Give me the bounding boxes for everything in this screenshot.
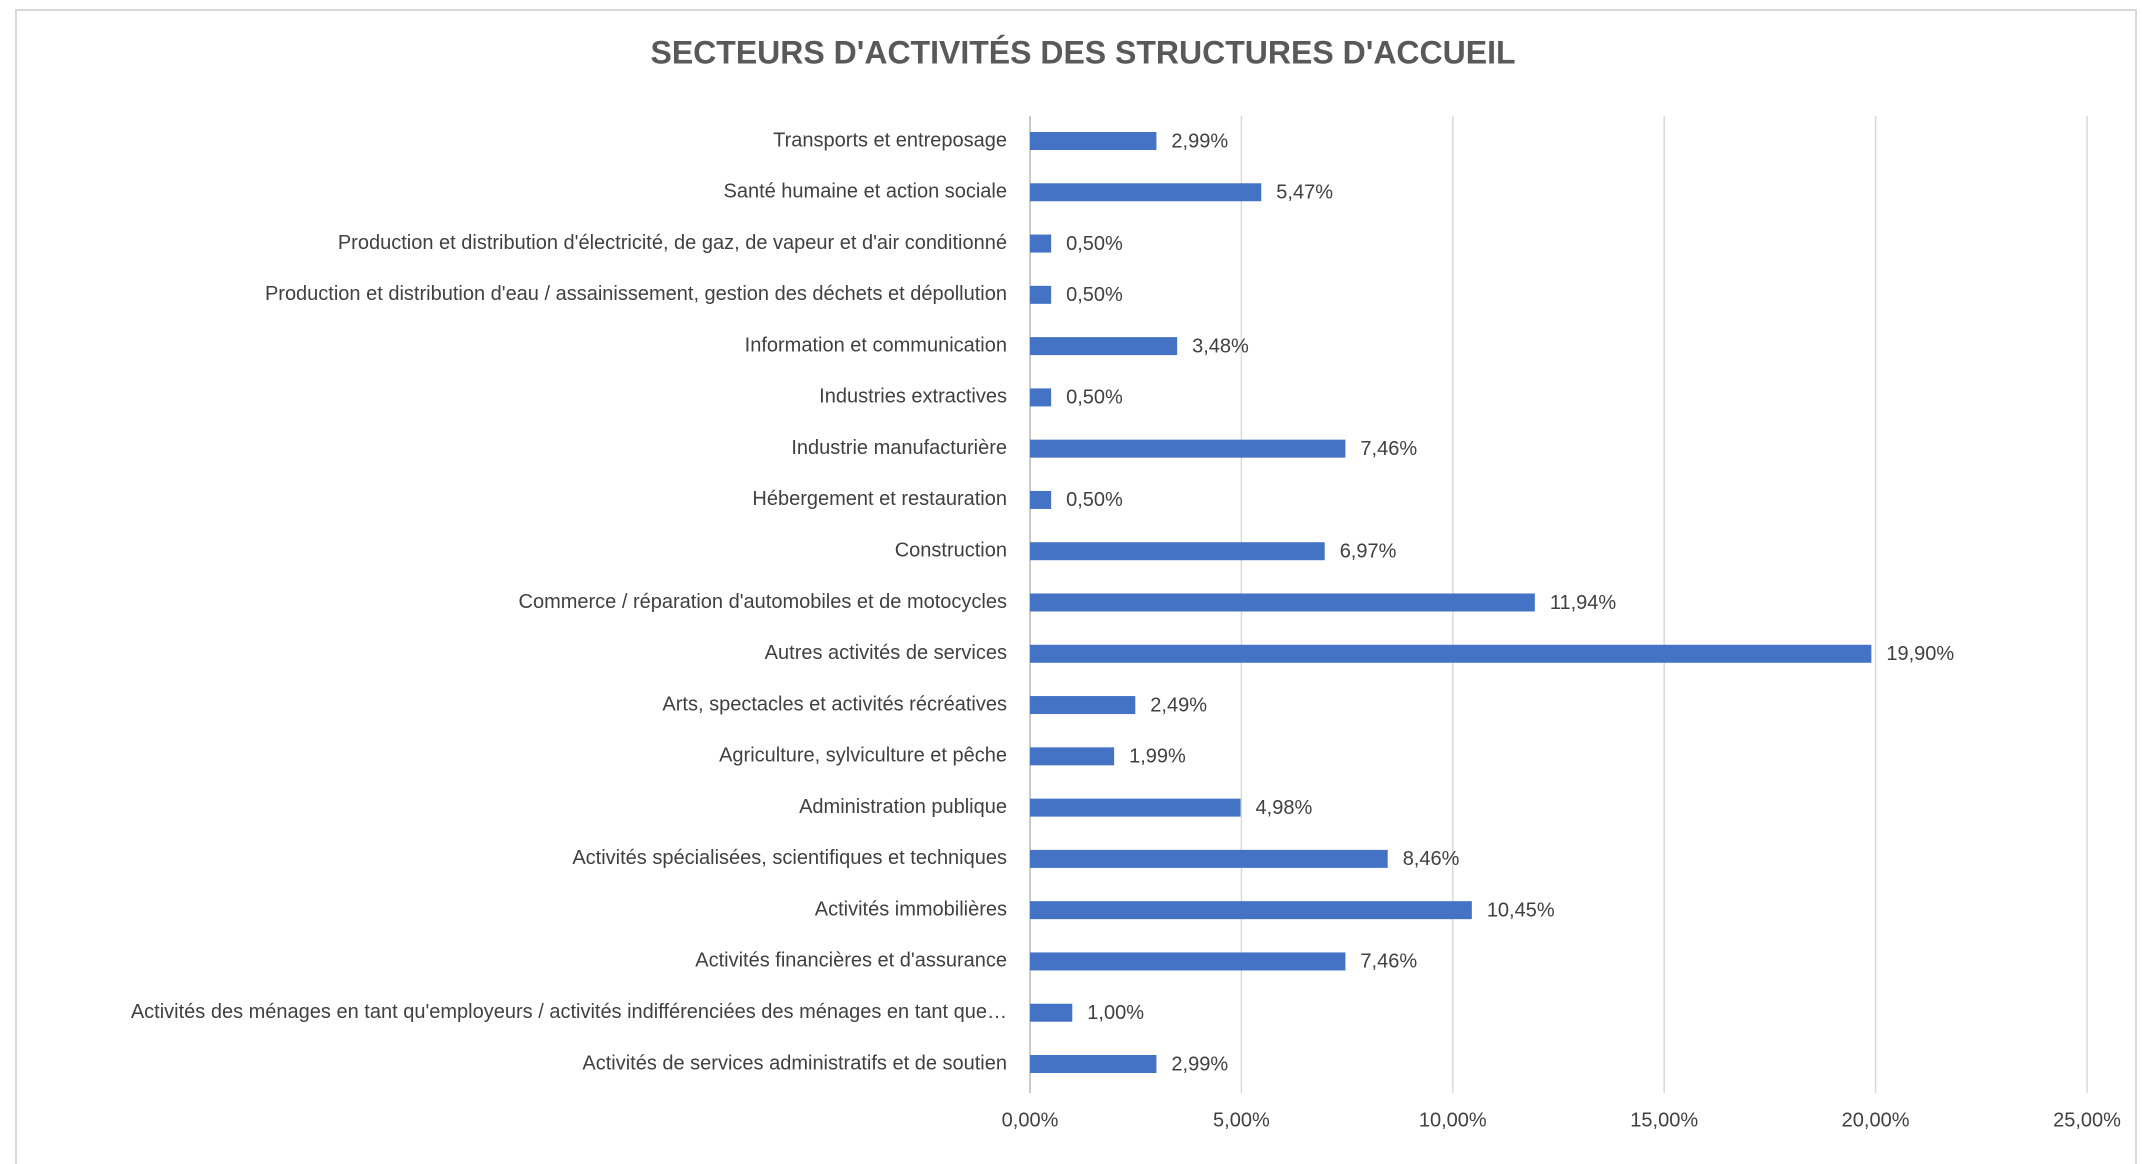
value-label: 2,99% [1171, 1053, 1228, 1075]
y-tick-label: Activités des ménages en tant qu'employe… [131, 1001, 1007, 1023]
value-label: 11,94% [1550, 592, 1617, 614]
y-tick-label: Industries extractives [819, 386, 1007, 408]
bar [1030, 439, 1346, 458]
value-label: 4,98% [1256, 797, 1313, 819]
value-label: 7,46% [1360, 951, 1417, 973]
bar [1030, 1055, 1157, 1073]
y-tick-label: Production et distribution d'électricité… [338, 232, 1007, 254]
bar [1030, 798, 1241, 817]
value-label: 3,48% [1192, 335, 1249, 357]
y-tick-label: Industrie manufacturière [791, 437, 1007, 459]
x-tick-label: 15,00% [1630, 1109, 1698, 1131]
y-tick-label: Activités immobilières [815, 898, 1007, 920]
bar [1030, 593, 1535, 612]
bar [1030, 747, 1115, 766]
bar [1030, 1003, 1073, 1022]
y-tick-label: Agriculture, sylviculture et pêche [719, 745, 1007, 767]
bar [1030, 952, 1346, 971]
bar [1030, 849, 1388, 868]
chart-title: SECTEURS D'ACTIVITÉS DES STRUCTURES D'AC… [650, 34, 1515, 70]
bar [1030, 285, 1052, 304]
value-label: 0,50% [1066, 284, 1123, 306]
value-label: 1,00% [1087, 1002, 1144, 1024]
y-tick-label: Autres activités de services [765, 642, 1007, 664]
value-label: 5,47% [1276, 182, 1333, 204]
y-tick-label: Activités financières et d'assurance [695, 950, 1007, 972]
bar [1030, 490, 1052, 509]
value-label: 2,49% [1150, 694, 1207, 716]
bar [1030, 388, 1052, 407]
x-tick-label: 20,00% [1842, 1109, 1910, 1131]
x-tick-label: 0,00% [1002, 1109, 1059, 1131]
y-tick-label: Production et distribution d'eau / assai… [265, 283, 1007, 305]
x-tick-label: 25,00% [2053, 1109, 2121, 1131]
y-tick-label: Construction [895, 540, 1007, 562]
bar [1030, 337, 1178, 356]
bar [1030, 234, 1052, 253]
y-tick-label: Information et communication [745, 334, 1007, 356]
y-tick-label: Hébergement et restauration [752, 488, 1007, 510]
y-tick-label: Transports et entreposage [773, 129, 1007, 151]
y-tick-label: Activités de services administratifs et … [582, 1052, 1007, 1074]
value-label: 10,45% [1487, 899, 1555, 921]
value-label: 0,50% [1066, 489, 1123, 511]
value-label: 0,50% [1066, 387, 1123, 409]
value-label: 19,90% [1886, 643, 1954, 665]
bar [1030, 183, 1262, 202]
y-tick-label: Commerce / réparation d'automobiles et d… [519, 591, 1008, 613]
x-tick-label: 10,00% [1419, 1109, 1487, 1131]
value-label: 7,46% [1360, 438, 1417, 460]
y-tick-label: Santé humaine et action sociale [723, 181, 1007, 203]
value-label: 8,46% [1403, 848, 1460, 870]
value-label: 6,97% [1340, 541, 1397, 563]
value-label: 1,99% [1129, 746, 1186, 768]
bar [1030, 542, 1325, 561]
value-label: 2,99% [1171, 130, 1228, 152]
bar [1030, 132, 1157, 150]
bar [1030, 696, 1136, 715]
y-tick-label: Activités spécialisées, scientifiques et… [572, 847, 1007, 869]
bar [1030, 901, 1472, 920]
bar [1030, 644, 1872, 663]
chart-frame [15, 9, 2137, 1164]
y-tick-label: Administration publique [799, 796, 1007, 818]
value-label: 0,50% [1066, 233, 1123, 255]
x-tick-label: 5,00% [1213, 1109, 1270, 1131]
y-tick-label: Arts, spectacles et activités récréative… [662, 693, 1007, 715]
